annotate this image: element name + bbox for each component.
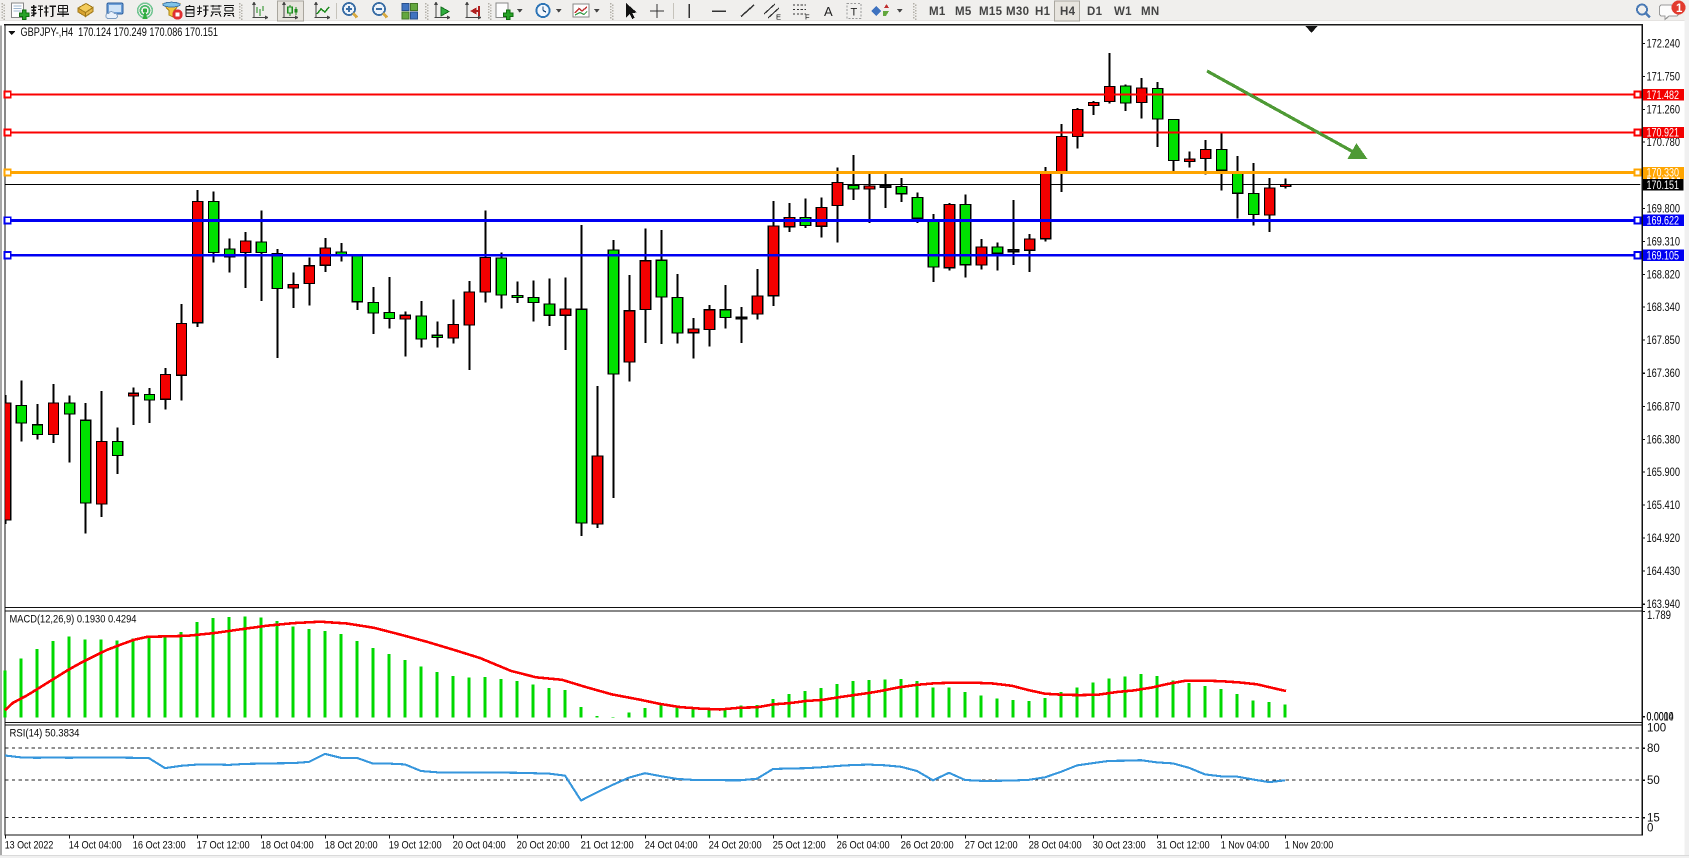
svg-text:GBPJPY-,H4 170.124 170.249 17: GBPJPY-,H4 170.124 170.249 170.086 170.1… [21,27,219,39]
svg-text:14 Oct 04:00: 14 Oct 04:00 [69,839,122,851]
svg-text:A: A [824,4,833,19]
svg-text:31 Oct 12:00: 31 Oct 12:00 [1157,839,1210,851]
svg-text:170.921: 170.921 [1647,128,1680,140]
svg-text:0: 0 [1647,823,1653,835]
svg-text:18 Oct 20:00: 18 Oct 20:00 [325,839,378,851]
svg-text:26 Oct 04:00: 26 Oct 04:00 [837,839,890,851]
svg-text:D1: D1 [1087,6,1103,18]
svg-text:MN: MN [1141,6,1160,18]
svg-text:163.940: 163.940 [1647,599,1681,611]
svg-text:13 Oct 2022: 13 Oct 2022 [5,839,54,851]
svg-text:80: 80 [1647,743,1660,755]
svg-text:M15: M15 [979,6,1003,18]
svg-text:165.410: 165.410 [1647,500,1681,512]
svg-text:171.750: 171.750 [1647,72,1681,84]
svg-text:100: 100 [1647,723,1666,735]
svg-text:168.820: 168.820 [1647,270,1681,282]
svg-text:1: 1 [1676,3,1683,15]
svg-text:RSI(14) 50.3834: RSI(14) 50.3834 [10,728,80,740]
svg-text:170.330: 170.330 [1647,168,1680,180]
svg-text:20 Oct 04:00: 20 Oct 04:00 [453,839,506,851]
svg-text:15: 15 [1647,813,1660,825]
svg-text:M30: M30 [1006,6,1029,18]
svg-text:164.430: 164.430 [1647,566,1681,578]
svg-text:30 Oct 23:00: 30 Oct 23:00 [1093,839,1146,851]
svg-text:24 Oct 20:00: 24 Oct 20:00 [709,839,762,851]
svg-text:27 Oct 12:00: 27 Oct 12:00 [965,839,1018,851]
svg-text:167.360: 167.360 [1647,368,1681,380]
svg-text:18 Oct 04:00: 18 Oct 04:00 [261,839,314,851]
svg-text:166.870: 166.870 [1647,401,1681,413]
svg-text:H1: H1 [1035,6,1051,18]
svg-text:169.800: 169.800 [1647,203,1681,215]
svg-text:M5: M5 [955,6,972,18]
svg-text:0.0014: 0.0014 [1647,711,1674,723]
svg-text:24 Oct 04:00: 24 Oct 04:00 [645,839,698,851]
svg-text:169.105: 169.105 [1647,250,1680,262]
svg-text:M1: M1 [929,6,946,18]
svg-text:171.482: 171.482 [1647,90,1680,102]
svg-text:MACD(12,26,9) 0.1930 0.4294: MACD(12,26,9) 0.1930 0.4294 [10,614,137,626]
svg-text:166.380: 166.380 [1647,434,1681,446]
svg-text:168.340: 168.340 [1647,302,1681,314]
svg-text:W1: W1 [1114,6,1132,18]
svg-text:20 Oct 20:00: 20 Oct 20:00 [517,839,570,851]
svg-text:H4: H4 [1060,6,1076,18]
svg-text:169.622: 169.622 [1647,216,1680,228]
svg-text:170.151: 170.151 [1647,180,1680,192]
svg-text:172.240: 172.240 [1647,38,1681,50]
svg-text:50: 50 [1647,775,1660,787]
svg-text:167.850: 167.850 [1647,335,1681,347]
svg-text:17 Oct 12:00: 17 Oct 12:00 [197,839,250,851]
svg-text:21 Oct 12:00: 21 Oct 12:00 [581,839,634,851]
svg-text:164.920: 164.920 [1647,533,1681,545]
svg-text:28 Oct 04:00: 28 Oct 04:00 [1029,839,1082,851]
svg-text:165.900: 165.900 [1647,467,1681,479]
svg-text:171.260: 171.260 [1647,105,1681,117]
svg-text:25 Oct 12:00: 25 Oct 12:00 [773,839,826,851]
svg-text:1 Nov 04:00: 1 Nov 04:00 [1221,839,1270,851]
svg-text:T: T [851,7,858,19]
svg-text:0.0000: 0.0000 [1647,711,1674,723]
svg-text:F: F [805,13,810,22]
svg-text:1 Nov 20:00: 1 Nov 20:00 [1285,839,1334,851]
svg-text:170.780: 170.780 [1647,137,1681,149]
svg-text:16 Oct 23:00: 16 Oct 23:00 [133,839,186,851]
svg-text:19 Oct 12:00: 19 Oct 12:00 [389,839,442,851]
svg-text:E: E [776,13,781,22]
svg-text:26 Oct 20:00: 26 Oct 20:00 [901,839,954,851]
svg-text:169.310: 169.310 [1647,236,1681,248]
svg-text:1.789: 1.789 [1647,610,1671,622]
